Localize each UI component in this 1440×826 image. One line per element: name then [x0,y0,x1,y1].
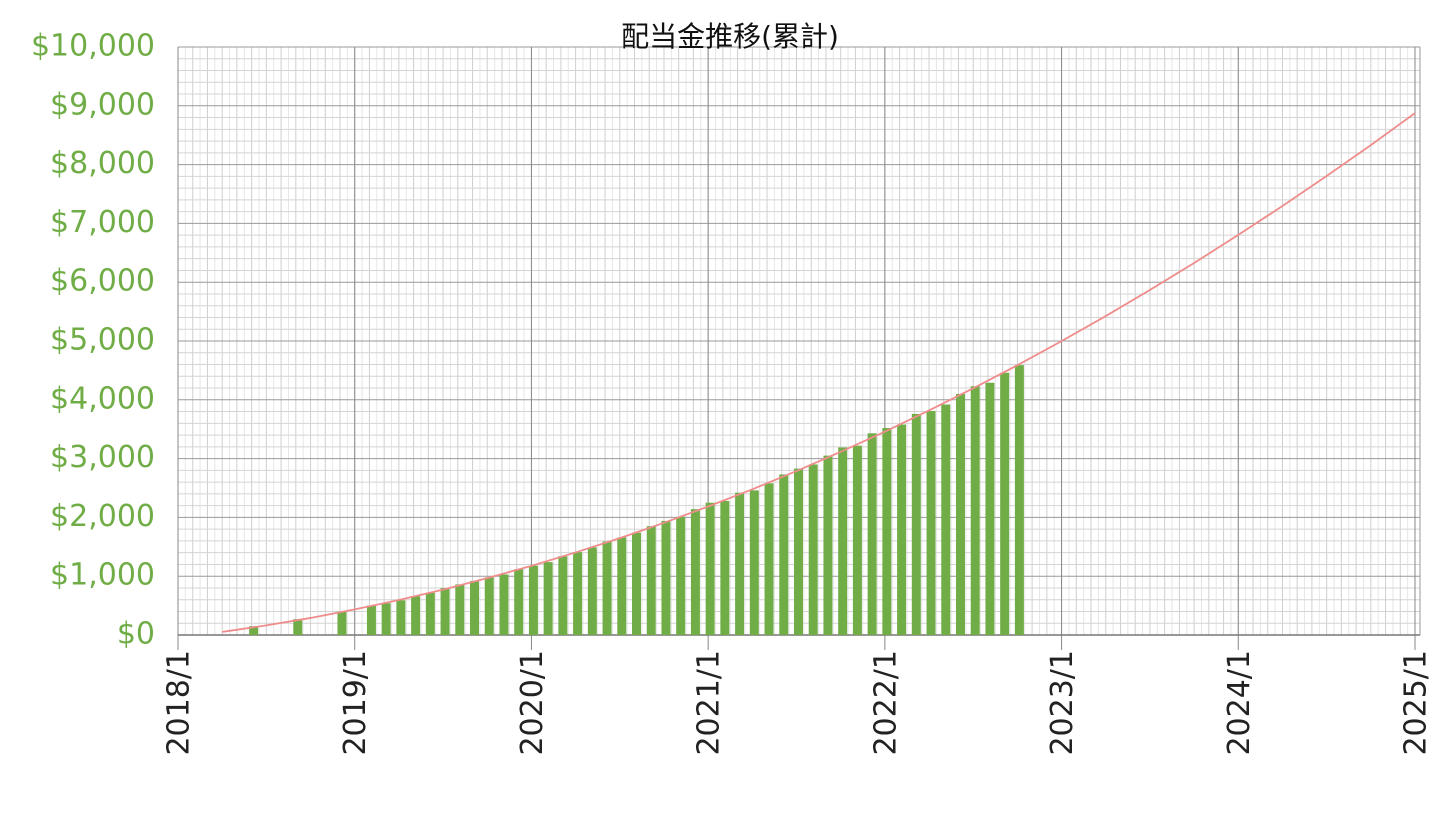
bar [749,490,759,635]
y-tick-label: $8,000 [50,146,155,181]
bar [852,445,862,635]
bar [484,577,494,635]
x-tick-label: 2023/1 [1045,650,1080,756]
y-tick-label: $10,000 [31,29,155,64]
bar [690,509,700,635]
bar [911,413,921,635]
bar [396,600,406,635]
y-tick-label: $4,000 [50,381,155,416]
x-tick-label: 2021/1 [692,650,727,756]
x-tick-label: 2019/1 [338,650,373,756]
bar [779,474,789,635]
bar [955,393,965,635]
x-tick-label: 2018/1 [162,650,197,756]
y-tick-label: $2,000 [50,499,155,534]
bar [337,611,347,635]
y-tick-label: $6,000 [50,264,155,299]
bar [794,468,803,635]
bar [720,500,730,635]
bar [293,619,303,635]
bar [676,516,686,635]
bar [587,547,597,635]
bar [1014,365,1024,635]
bar [455,584,465,635]
bar [926,410,936,635]
y-tick-label: $7,000 [50,205,155,240]
bar [411,596,421,635]
y-tick-label: $0 [117,617,155,652]
bar [941,404,951,635]
bar [543,562,553,635]
bar [735,492,745,635]
x-tick-label: 2024/1 [1222,650,1257,756]
bar [661,520,671,635]
bar [985,382,995,635]
y-tick-label: $9,000 [50,87,155,122]
bar [1000,372,1010,635]
bar [970,386,980,635]
bar [705,502,715,635]
bar [897,424,907,635]
x-tick-label: 2020/1 [515,650,550,756]
bar [808,464,818,635]
bar [867,433,877,635]
bar [470,580,480,635]
bar [440,587,450,635]
bar [823,455,833,635]
bar [882,428,892,635]
chart-title: 配当金推移(累計) [621,20,839,53]
y-tick-label: $3,000 [50,440,155,475]
bar [573,552,583,635]
y-tick-label: $1,000 [50,558,155,593]
y-tick-label: $5,000 [50,323,155,358]
bar [249,626,259,635]
bar [528,565,538,635]
bar [632,532,642,635]
bar [602,541,612,635]
x-tick-label: 2022/1 [868,650,903,756]
bar [366,605,376,635]
bar [499,574,509,635]
trend-line [222,112,1416,633]
bar [381,603,391,635]
x-tick-label: 2025/1 [1399,650,1434,756]
bar [838,447,848,635]
bar [514,569,524,635]
bar [646,526,656,635]
bar [617,537,627,635]
bar [764,483,774,635]
bar [425,592,435,635]
bar [558,556,568,635]
